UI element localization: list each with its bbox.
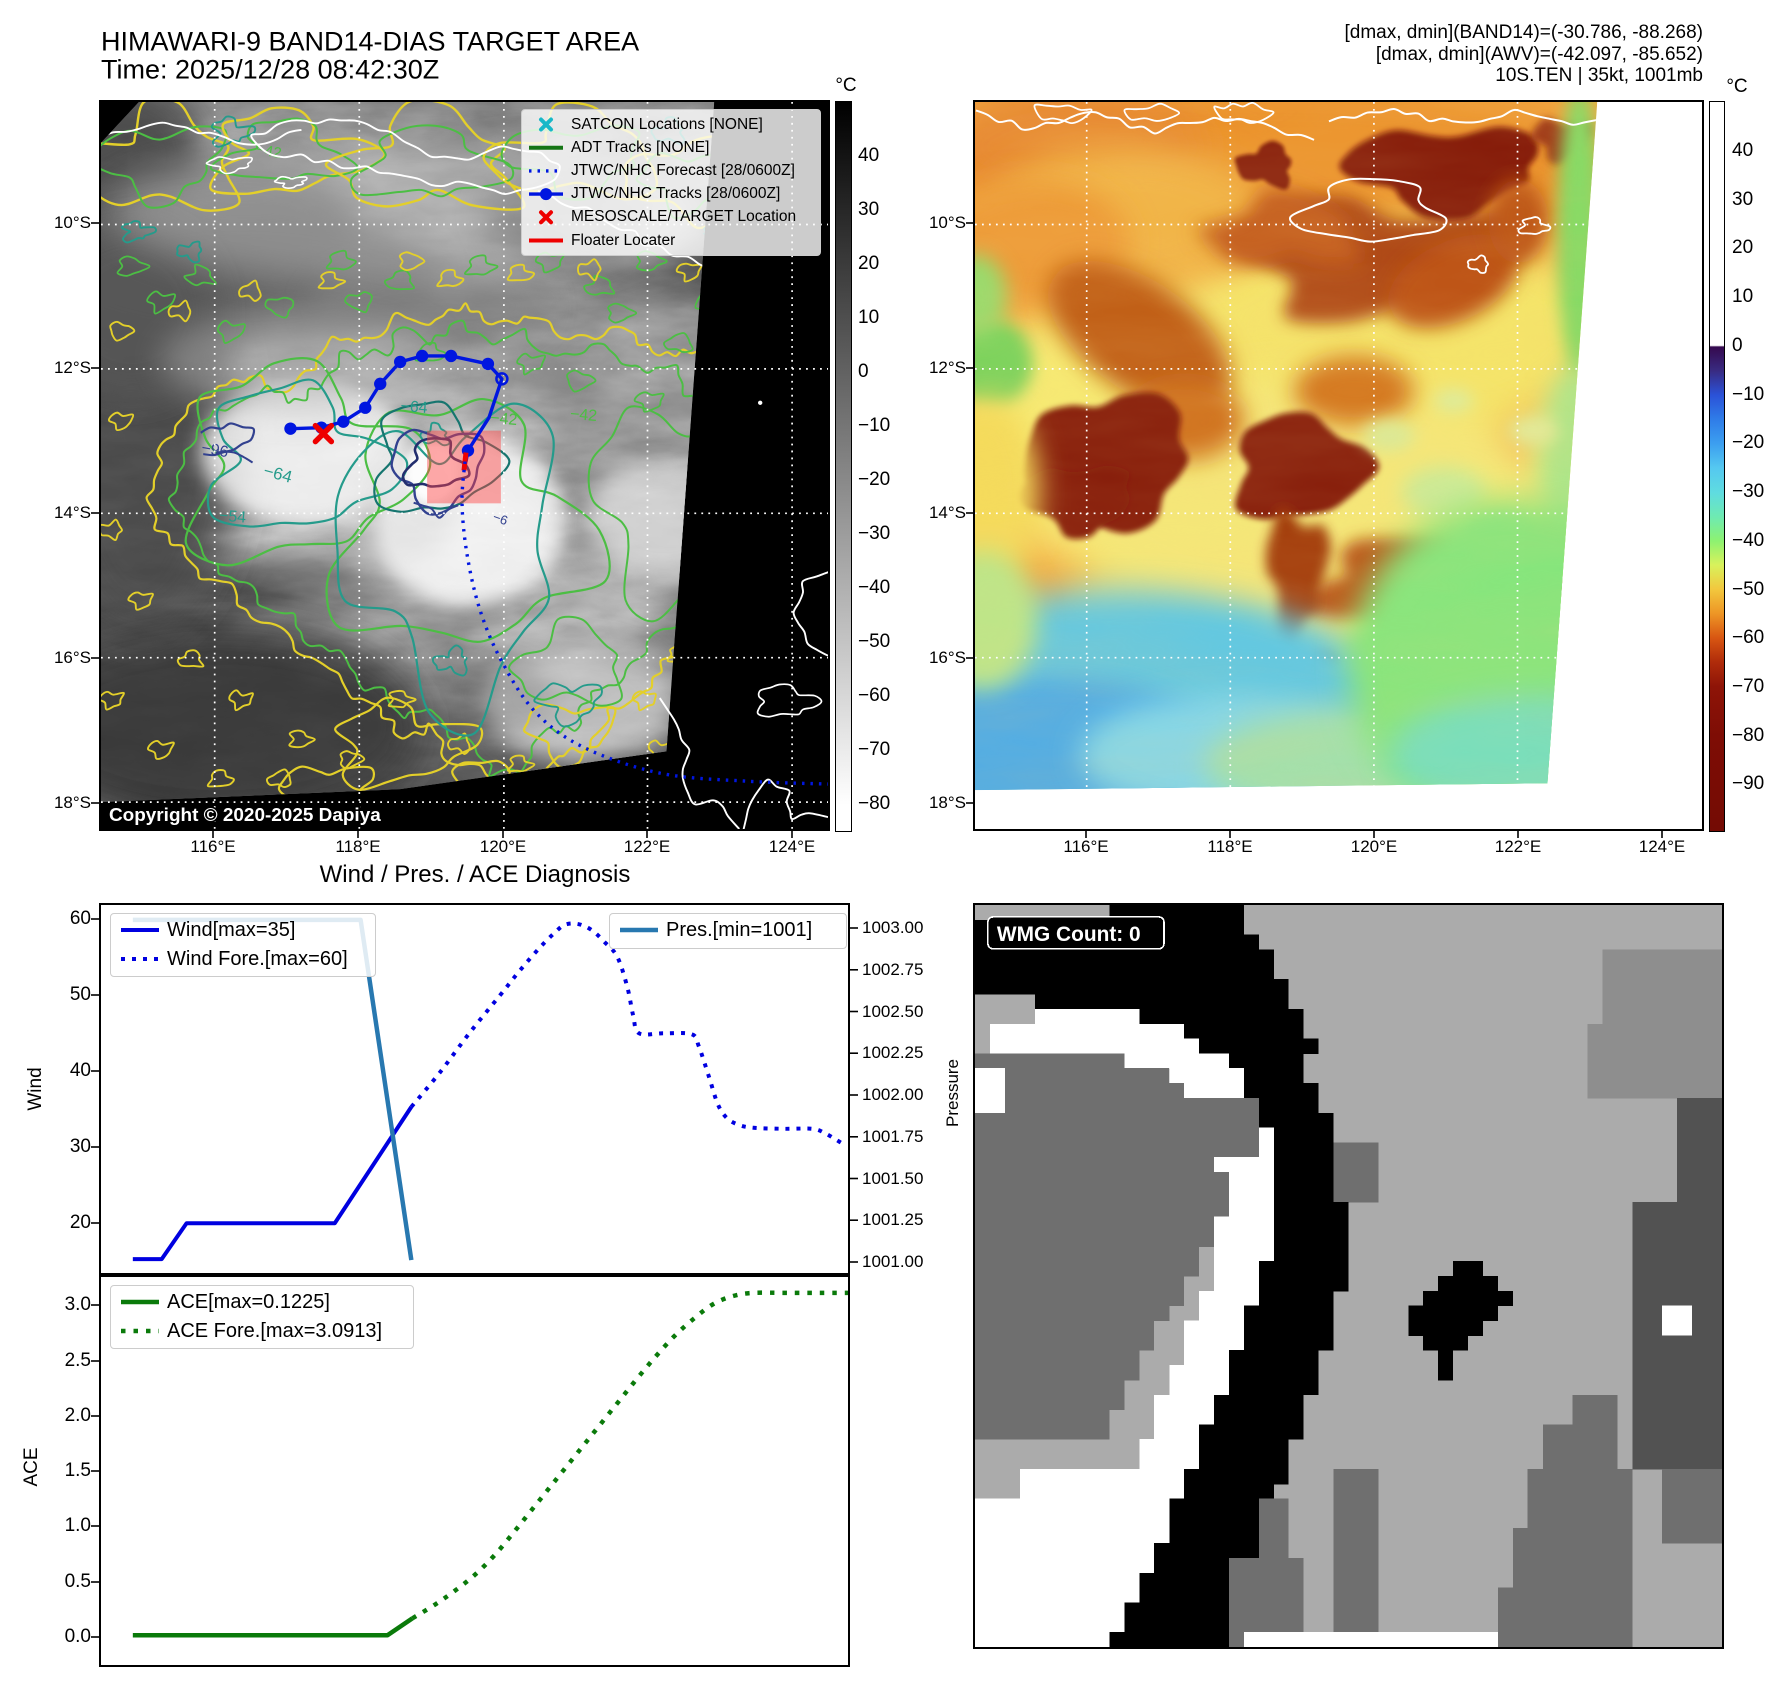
svg-text:Copyright © 2020-2025 Dapiya: Copyright © 2020-2025 Dapiya [109,805,381,826]
svg-text:WMG Count: 0: WMG Count: 0 [997,923,1141,946]
svg-text:−96: −96 [200,440,230,461]
svg-text:−42: −42 [569,406,598,425]
svg-text:−42: −42 [490,410,519,429]
svg-text:−6: −6 [491,509,510,528]
svg-text:−54: −54 [218,507,247,526]
svg-text:−64: −64 [400,398,429,417]
